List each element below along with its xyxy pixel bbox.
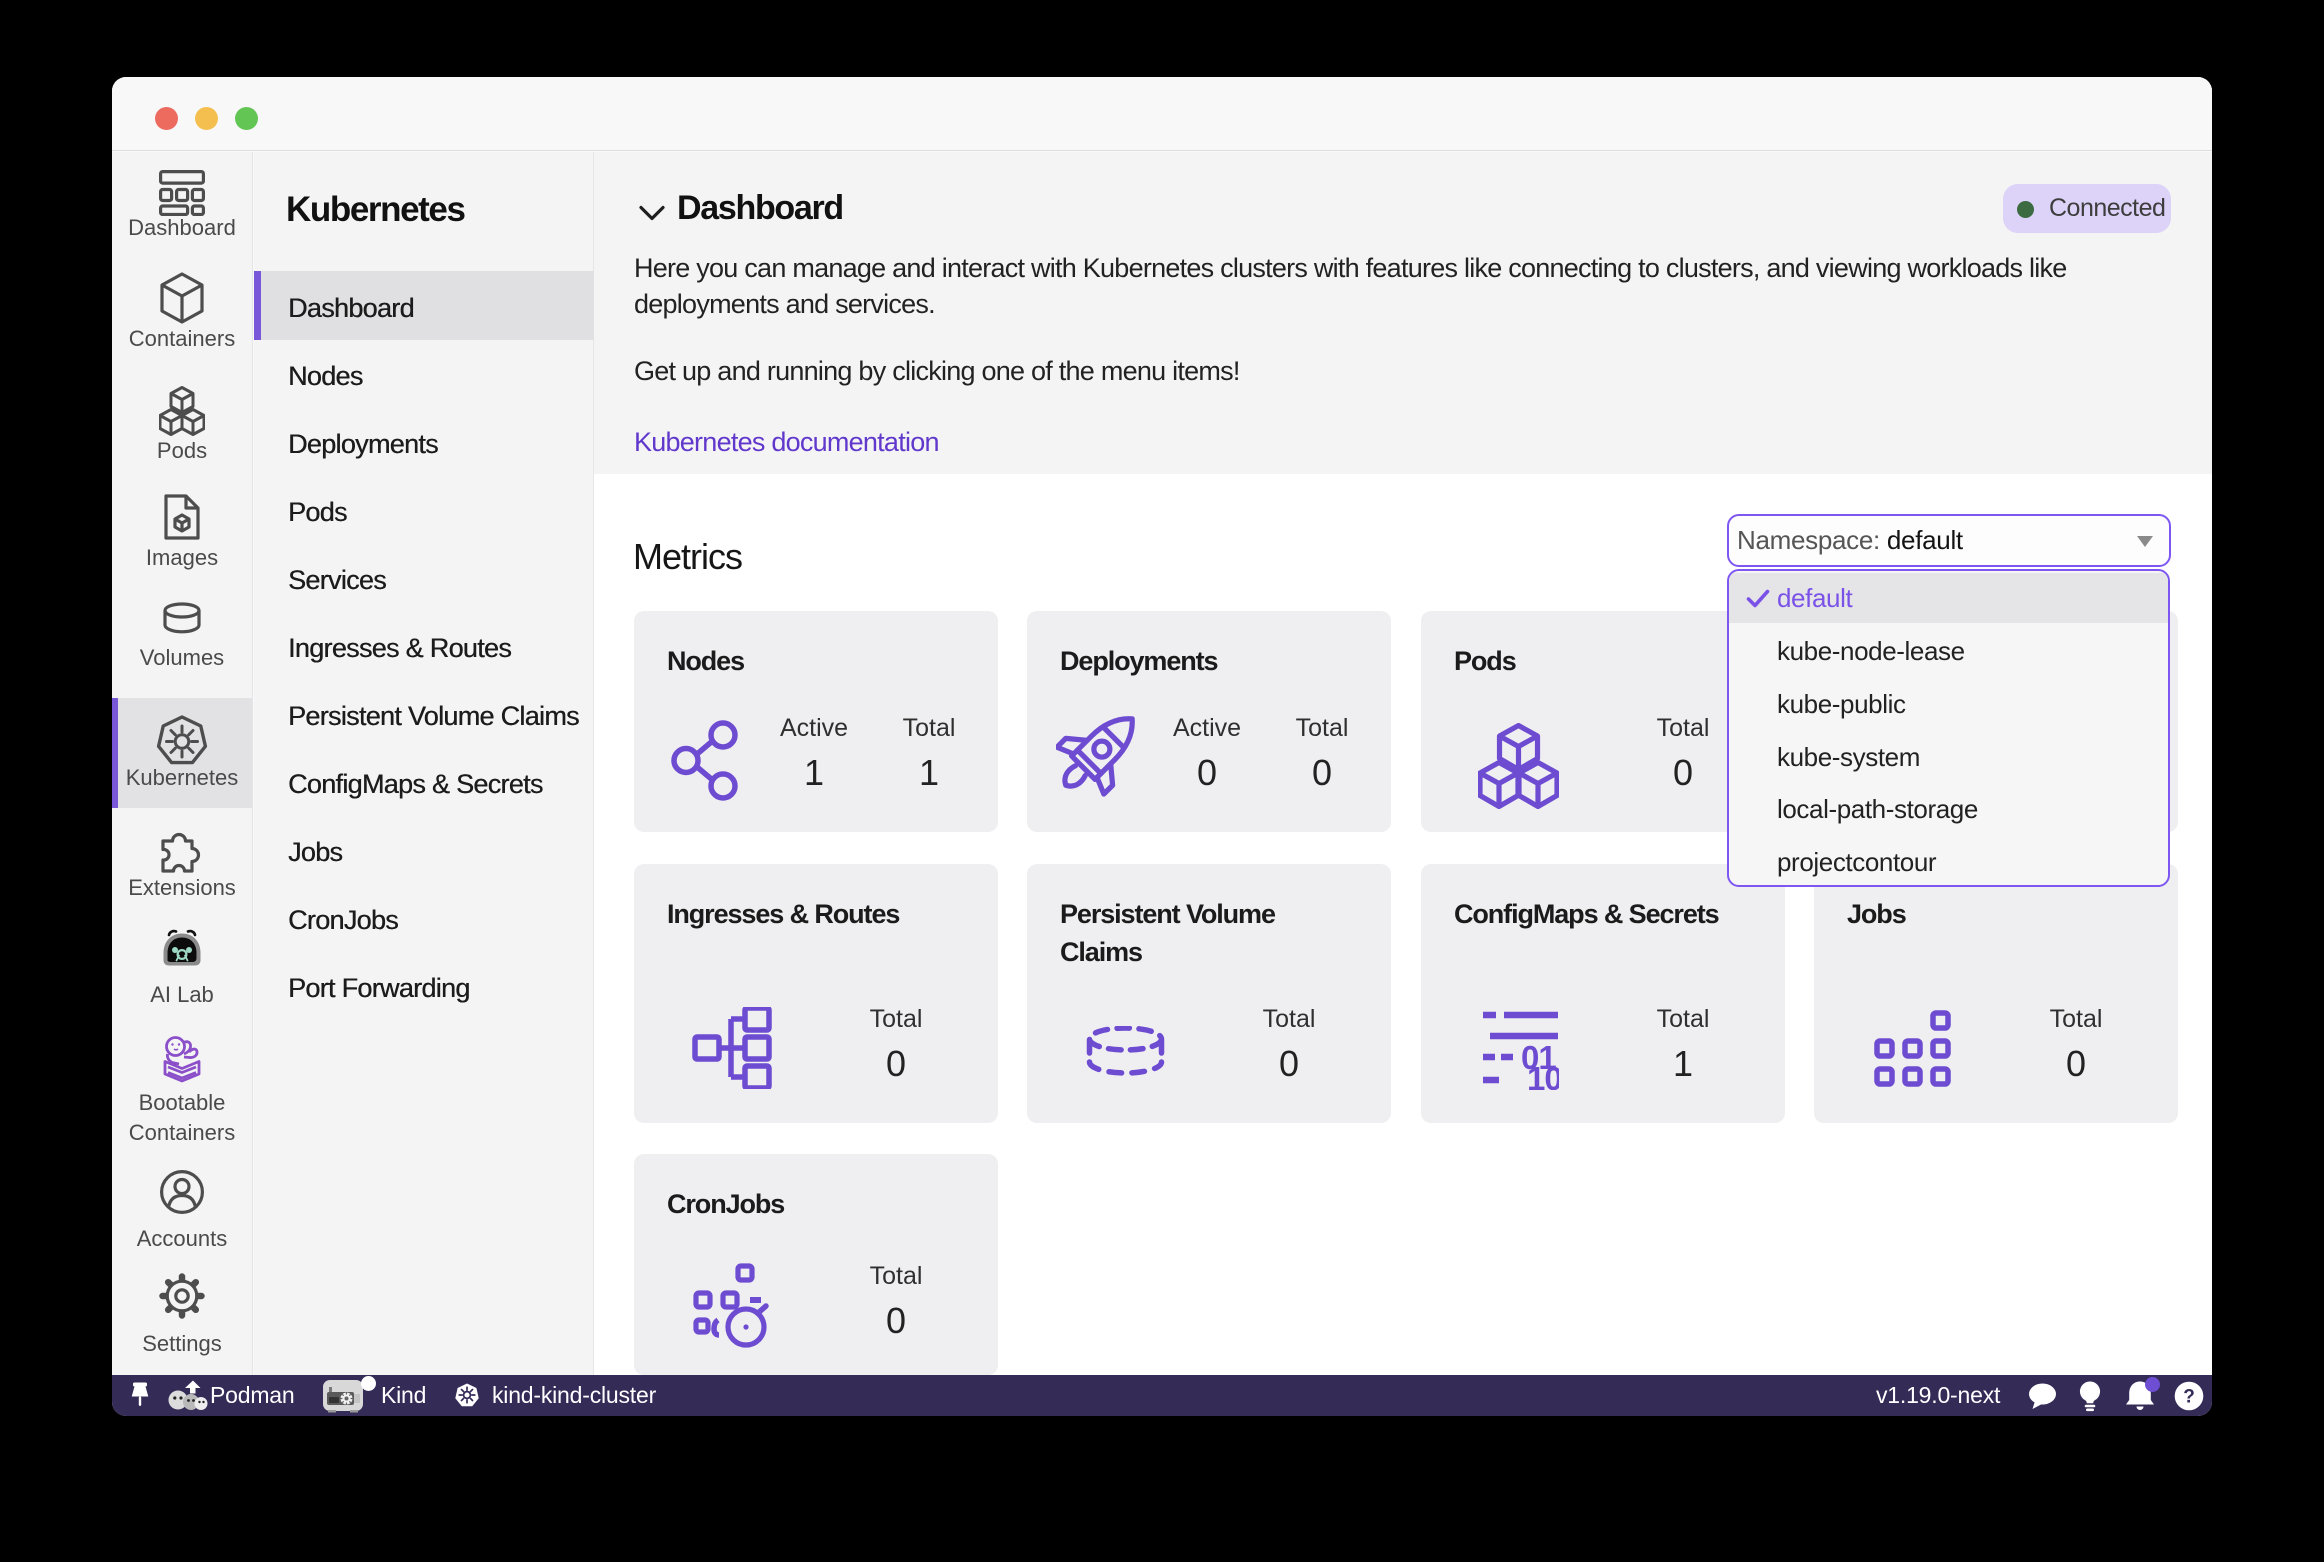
svg-text:10: 10 [1527,1060,1559,1090]
svg-text:01: 01 [1521,1039,1556,1076]
svg-text:?: ? [2183,1387,2195,1408]
